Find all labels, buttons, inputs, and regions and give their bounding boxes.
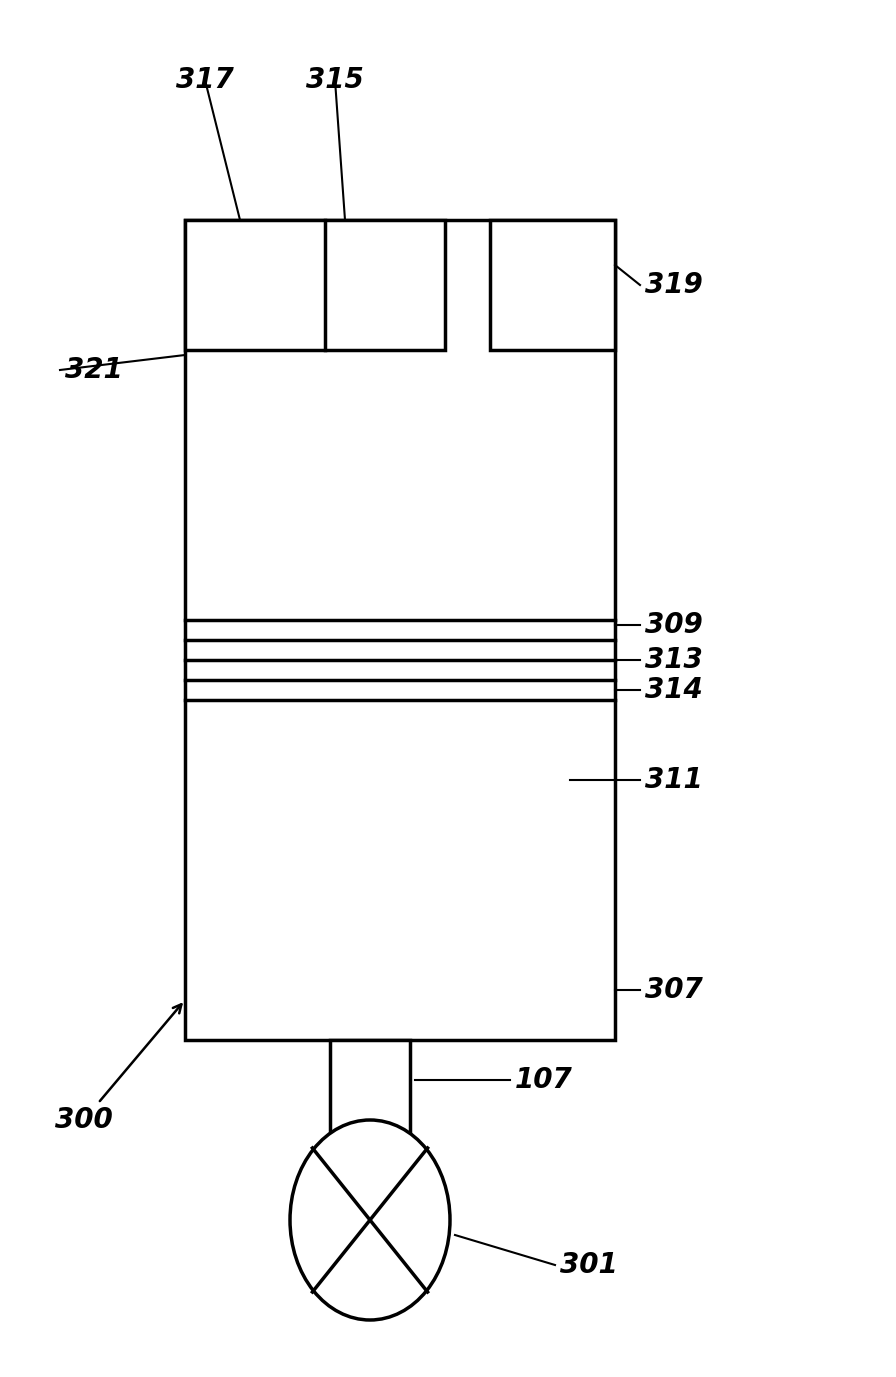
Text: 314: 314 bbox=[645, 676, 702, 704]
Text: 307: 307 bbox=[645, 976, 702, 1004]
Bar bbox=[490, 220, 615, 350]
Text: 321: 321 bbox=[65, 357, 123, 384]
Text: 319: 319 bbox=[645, 271, 702, 299]
Text: 317: 317 bbox=[177, 66, 234, 94]
Text: 315: 315 bbox=[306, 66, 364, 94]
Ellipse shape bbox=[290, 1120, 450, 1321]
Text: 300: 300 bbox=[55, 1004, 181, 1135]
Text: 301: 301 bbox=[560, 1250, 617, 1279]
Bar bbox=[185, 220, 615, 1040]
Text: 309: 309 bbox=[645, 611, 702, 639]
Text: 313: 313 bbox=[645, 646, 702, 673]
Bar bbox=[185, 220, 445, 350]
Text: 311: 311 bbox=[645, 766, 702, 795]
Text: 107: 107 bbox=[515, 1066, 573, 1093]
Bar bbox=[330, 1040, 410, 1140]
